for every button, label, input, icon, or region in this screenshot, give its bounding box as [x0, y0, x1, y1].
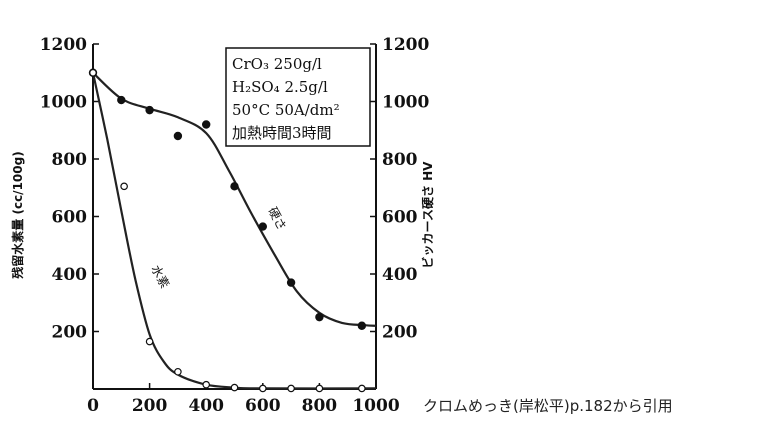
data-point-hydrogen	[202, 380, 211, 389]
condition-line-3: 50°C 50A/dm²	[232, 101, 340, 119]
y-right-tick-label: 400	[382, 265, 418, 285]
x-tick-label: 1000	[352, 396, 399, 416]
data-point-hydrogen	[174, 367, 182, 376]
y-left-tick-label: 800	[52, 150, 88, 170]
data-point-hardness	[357, 321, 367, 330]
y-left-tick-label: 1200	[40, 35, 87, 55]
series-markers	[88, 68, 367, 393]
data-point-hydrogen	[89, 68, 97, 77]
x-tick-label: 800	[302, 396, 338, 416]
y-left-tick-label: 1000	[40, 93, 87, 113]
y-right-tick-label: 1000	[382, 93, 429, 113]
data-point-hardness	[201, 120, 211, 129]
x-tick-label: 600	[245, 396, 281, 416]
conditions-legend: CrO₃ 250g/l H₂SO₄ 2.5g/l 50°C 50A/dm² 加熱…	[225, 47, 371, 147]
condition-line-4: 加熱時間3時間	[232, 124, 332, 142]
y-left-tick-label: 200	[52, 323, 88, 343]
data-point-hydrogen	[287, 384, 295, 393]
source-caption: クロムめっき(岸松平)p.182から引用	[423, 397, 673, 415]
data-point-hardness	[258, 222, 267, 231]
x-tick-label: 200	[132, 396, 168, 416]
condition-line-2: H₂SO₄ 2.5g/l	[232, 78, 328, 96]
data-point-hardness	[117, 95, 126, 105]
y-right-tick-label: 800	[382, 150, 418, 170]
y-left-tick-label: 600	[52, 208, 88, 228]
y-axis-left-label: 残留水素量 (cc/100g)	[10, 151, 25, 278]
data-point-hydrogen	[315, 384, 324, 393]
data-point-hydrogen	[120, 182, 128, 191]
data-point-hydrogen	[230, 383, 239, 392]
y-left-tick-label: 400	[52, 265, 88, 285]
y-right-tick-label: 200	[382, 323, 418, 343]
y-right-tick-label: 1200	[382, 35, 429, 55]
series-label-hydrogen: 水素	[148, 263, 172, 291]
data-point-hardness	[286, 278, 296, 287]
y-right-tick-label: 600	[382, 208, 418, 228]
series-line-hydrogen	[91, 72, 377, 390]
series-label-hardness: 硬さ	[265, 205, 289, 233]
condition-line-1: CrO₃ 250g/l	[232, 55, 322, 73]
data-point-hardness	[230, 182, 239, 191]
data-point-hydrogen	[258, 384, 267, 393]
x-axis-ticks: 0 200 400 600 800 1000	[87, 383, 400, 416]
y-axis-left-ticks: 200 400 600 800 1000 1200	[40, 35, 99, 343]
conditions-legend-box	[225, 47, 371, 147]
y-axis-right-ticks: 200 400 600 800 1000 1200	[370, 35, 429, 343]
data-point-hardness	[145, 105, 154, 115]
y-axis-right-label: ビッカース硬さ HV	[420, 161, 435, 269]
data-point-hardness	[173, 131, 183, 141]
x-tick-label: 400	[188, 396, 224, 416]
data-point-hydrogen	[145, 337, 154, 346]
data-point-hydrogen	[358, 384, 366, 393]
data-point-hardness	[315, 312, 324, 322]
x-tick-label: 0	[87, 396, 99, 416]
